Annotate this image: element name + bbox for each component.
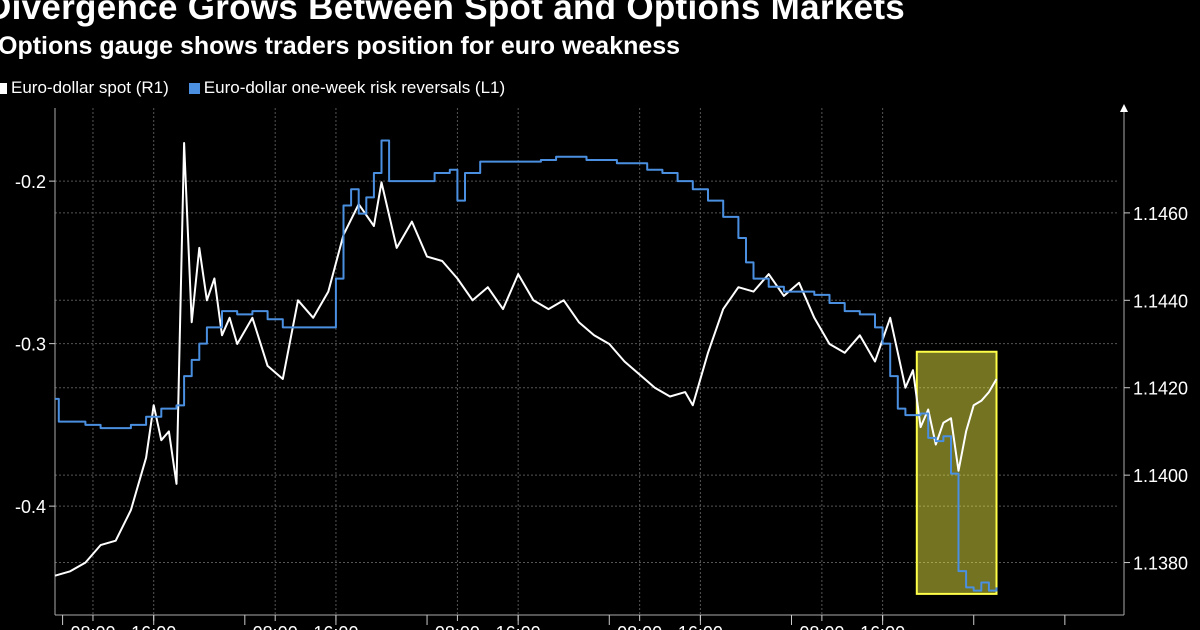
y-right-tick-label: 1.1400 xyxy=(1133,466,1188,486)
series-lines xyxy=(54,139,998,592)
tick-labels: -0.2 -0.3 -0.4 1.1380 1.1400 1.1420 1.1440 1.14… xyxy=(15,172,1188,630)
x-tick-label: 08:00 xyxy=(435,623,480,630)
y-left-tick-label: -0.2 xyxy=(15,172,46,192)
right-axis-arrow xyxy=(1120,104,1128,112)
legend-item-spot: Euro-dollar spot (R1) xyxy=(0,78,169,98)
x-tick-label: 16:00 xyxy=(131,623,176,630)
x-tick-label: 08:00 xyxy=(70,623,115,630)
y-right-tick-label: 1.1380 xyxy=(1133,554,1188,574)
legend-item-risk-reversal: Euro-dollar one-week risk reversals (L1) xyxy=(188,78,506,98)
risk-reversal-line xyxy=(55,139,998,592)
y-right-tick-label: 1.1440 xyxy=(1133,291,1188,311)
x-tick-label: 08:00 xyxy=(617,623,662,630)
gridlines xyxy=(55,108,1118,615)
x-tick-label: 16:00 xyxy=(496,623,541,630)
y-right-tick-label: 1.1420 xyxy=(1133,379,1188,399)
chart-title: Divergence Grows Between Spot and Option… xyxy=(0,0,906,27)
y-right-tick-label: 1.1460 xyxy=(1133,204,1188,224)
x-tick-label: 16:00 xyxy=(313,623,358,630)
legend-label-risk-reversal: Euro-dollar one-week risk reversals (L1) xyxy=(203,78,506,97)
y-left-tick-label: -0.3 xyxy=(15,335,46,355)
y-left-tick-label: -0.4 xyxy=(15,497,46,517)
axes xyxy=(49,104,1130,625)
x-tick-label: 08:00 xyxy=(253,623,298,630)
legend-label-spot: Euro-dollar spot (R1) xyxy=(11,78,169,97)
x-tick-label: 16:00 xyxy=(678,623,723,630)
spot-line xyxy=(54,142,998,577)
x-tick-label: 08:00 xyxy=(799,623,844,630)
legend-swatch-risk-reversal xyxy=(188,82,200,94)
x-tick-label: 16:00 xyxy=(860,623,905,630)
chart-subtitle: Options gauge shows traders position for… xyxy=(0,32,681,60)
legend: Euro-dollar spot (R1) Euro-dollar one-we… xyxy=(0,78,525,98)
legend-swatch-spot xyxy=(0,82,7,94)
